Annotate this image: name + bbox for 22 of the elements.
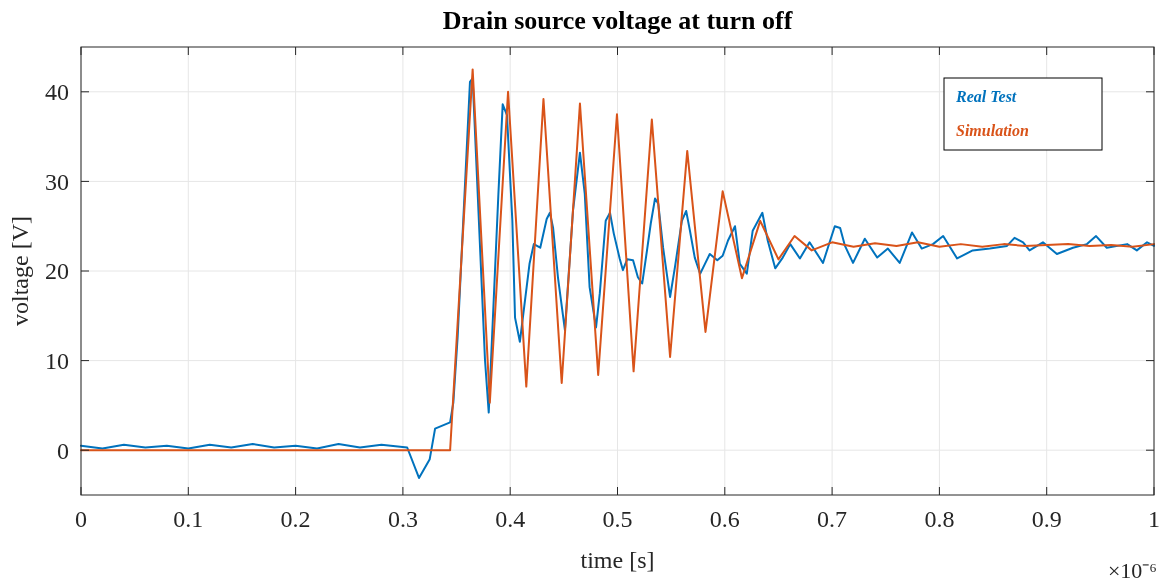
y-tick-label: 20	[45, 258, 69, 285]
y-tick-label: 30	[45, 168, 69, 195]
x-tick-label: 1	[1148, 506, 1160, 532]
y-tick-label: 40	[45, 79, 69, 106]
x-tick-label: 0.5	[602, 506, 633, 532]
chart-title: Drain source voltage at turn off	[442, 6, 793, 35]
text: Simulation	[956, 122, 1030, 139]
text: Real Test	[955, 88, 1017, 105]
x-tick-label: 0.7	[817, 506, 848, 532]
x-axis-title: time [s]	[580, 547, 655, 573]
x-tick-label: 0.6	[709, 506, 740, 532]
x-tick-label: 0.2	[280, 506, 311, 532]
x-tick-label: 0.9	[1031, 506, 1062, 532]
x-tick-label: 0.3	[387, 506, 418, 532]
x-tick-label: 0	[75, 506, 87, 532]
x-tick-label: 0.8	[924, 506, 955, 532]
x-tick-label: 0.4	[495, 506, 526, 532]
y-tick-label: 0	[57, 437, 69, 464]
y-axis-title: voltage [V]	[7, 216, 33, 326]
x-tick-label: 0.1	[173, 506, 204, 532]
y-tick-label: 10	[45, 348, 69, 374]
text: ×10⁻⁶	[1107, 558, 1157, 582]
